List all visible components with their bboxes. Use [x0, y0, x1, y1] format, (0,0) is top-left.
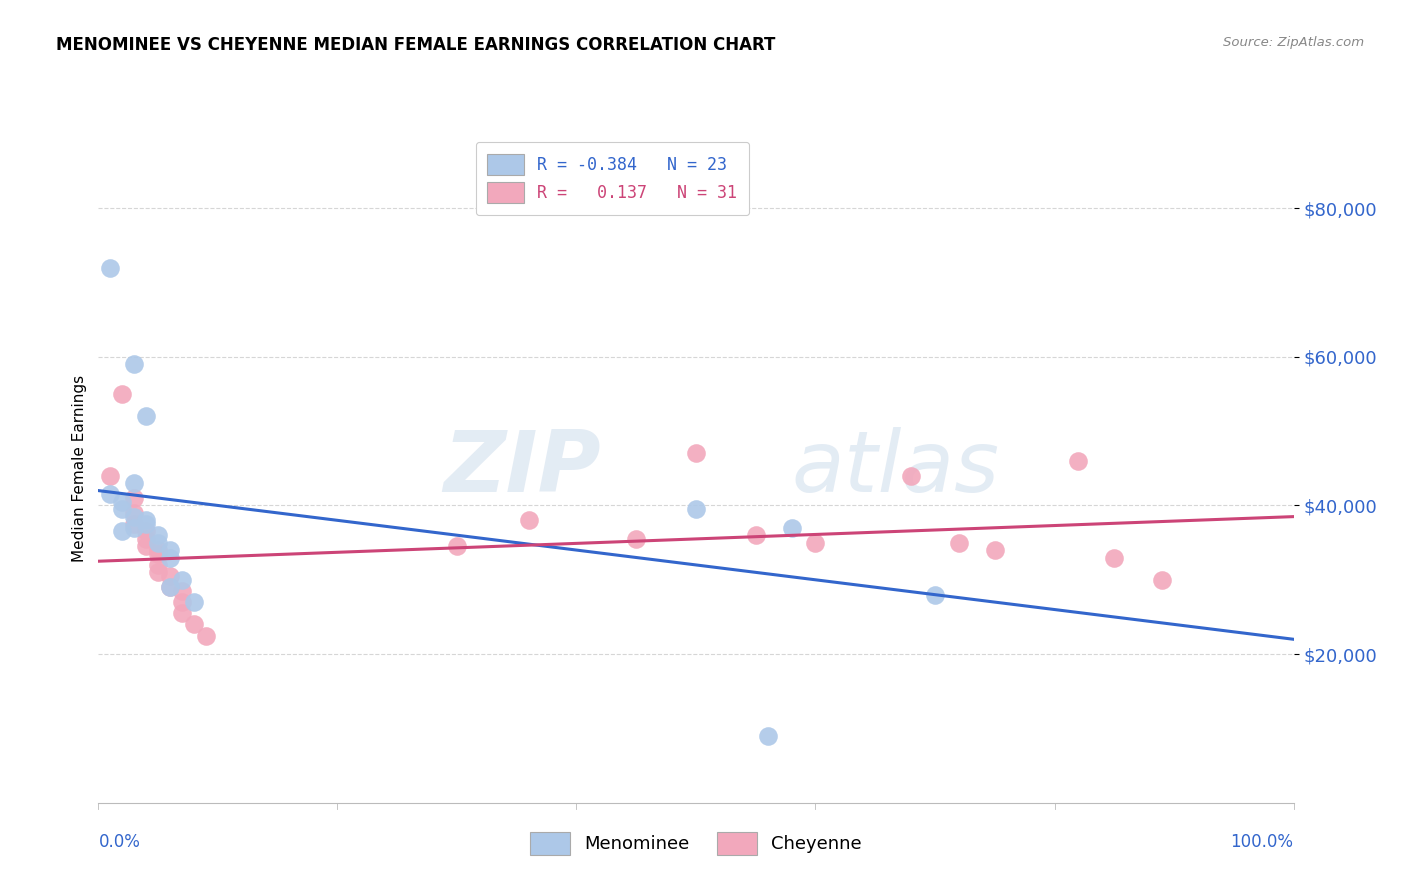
Point [159, 550, 181, 565]
Point [98, 468, 122, 483]
Point [624, 532, 647, 546]
Point [1067, 454, 1090, 468]
Point [135, 513, 157, 527]
Point [124, 517, 146, 532]
Point [98, 487, 122, 501]
Point [135, 517, 157, 532]
Point [124, 491, 146, 505]
Text: Source: ZipAtlas.com: Source: ZipAtlas.com [1223, 36, 1364, 49]
Point [124, 506, 146, 520]
Point [111, 387, 134, 401]
Text: ZIP: ZIP [443, 426, 600, 510]
Point [756, 729, 779, 743]
Point [948, 535, 970, 549]
Point [194, 628, 217, 642]
Point [124, 357, 146, 371]
Point [111, 502, 134, 516]
Point [983, 543, 1005, 558]
Point [685, 446, 707, 460]
Point [172, 595, 194, 609]
Text: 0.0%: 0.0% [98, 833, 141, 851]
Point [148, 558, 170, 572]
Point [111, 524, 134, 539]
Text: MENOMINEE VS CHEYENNE MEDIAN FEMALE EARNINGS CORRELATION CHART: MENOMINEE VS CHEYENNE MEDIAN FEMALE EARN… [56, 36, 776, 54]
Point [159, 569, 181, 583]
Point [159, 543, 181, 558]
Point [148, 543, 170, 558]
Point [135, 539, 157, 553]
Point [135, 524, 157, 539]
Point [124, 521, 146, 535]
Point [924, 588, 946, 602]
Point [517, 513, 540, 527]
Point [745, 528, 768, 542]
Point [183, 617, 205, 632]
Text: atlas: atlas [792, 426, 1000, 510]
Point [98, 260, 122, 275]
Point [135, 532, 157, 546]
Point [780, 521, 803, 535]
Point [446, 539, 468, 553]
Y-axis label: Median Female Earnings: Median Female Earnings [72, 375, 87, 562]
Point [1102, 550, 1125, 565]
Text: 100.0%: 100.0% [1230, 833, 1294, 851]
Point [124, 476, 146, 491]
Point [124, 509, 146, 524]
Point [135, 409, 157, 424]
Point [159, 580, 181, 594]
Point [172, 573, 194, 587]
Point [172, 584, 194, 599]
Point [148, 528, 170, 542]
Legend: Menominee, Cheyenne: Menominee, Cheyenne [517, 819, 875, 867]
Point [804, 535, 827, 549]
Point [148, 566, 170, 580]
Point [159, 580, 181, 594]
Point [111, 494, 134, 508]
Point [900, 468, 922, 483]
Point [148, 535, 170, 549]
Point [172, 607, 194, 621]
Point [685, 502, 707, 516]
Point [1150, 573, 1173, 587]
Point [183, 595, 205, 609]
Point [148, 547, 170, 561]
